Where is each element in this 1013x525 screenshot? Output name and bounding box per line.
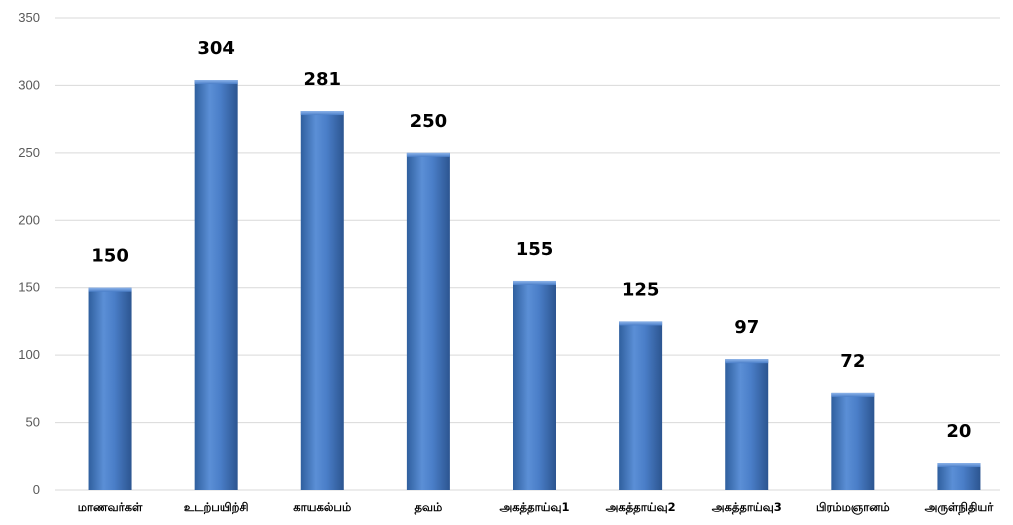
category-label: தவம் [415,500,443,515]
data-label: 150 [91,246,129,267]
y-tick-label: 150 [18,280,40,295]
category-label: அகத்தாய்வு1 [500,500,570,515]
bar-top-highlight [619,321,663,326]
bar [300,111,344,491]
bar-top-highlight [300,111,344,116]
bar [937,463,981,490]
category-label: மாணவர்கள் [78,500,143,514]
y-tick-label: 350 [18,10,40,25]
bar [831,392,875,490]
category-label: அகத்தாய்வு3 [712,500,782,515]
bar [194,80,238,490]
bars [88,80,981,491]
y-tick-label: 250 [18,145,40,160]
category-label: பிரம்மஞானம் [816,500,890,515]
category-label: அருள்நிதியர் [925,500,995,515]
bar-top-highlight [513,280,556,285]
category-label: காயகல்பம் [293,500,352,514]
y-tick-label: 200 [18,212,40,227]
category-label: உடற்பயிற்சி [184,500,249,514]
data-label: 72 [840,351,865,372]
bar-top-highlight [88,287,132,292]
data-label: 304 [197,38,235,59]
data-label: 250 [410,111,448,132]
data-label: 97 [734,317,759,338]
bar [619,321,663,490]
bar [406,152,450,490]
data-label: 125 [622,279,660,300]
bar-top-highlight [406,152,450,157]
bar [725,359,769,490]
data-label: 20 [946,421,971,442]
category-label: அகத்தாய்வு2 [606,500,676,515]
category-labels: மாணவர்கள் உடற்பயிற்சி காயகல்பம் தவம் அகத்தாய… [78,500,995,515]
bar-top-highlight [725,359,769,364]
y-tick-label: 300 [18,77,40,92]
bar-top-highlight [194,80,238,85]
bar-top-highlight [937,463,981,468]
data-labels: 150 304 281 250 155 125 97 72 20 [91,38,971,442]
y-tick-label: 50 [26,415,40,430]
bar-top-highlight [831,392,875,397]
bar [513,280,556,490]
y-axis-ticks: 0 50 100 150 200 250 300 350 [18,10,40,497]
bar [88,287,132,490]
y-tick-label: 0 [33,482,40,497]
data-label: 155 [516,239,554,260]
y-tick-label: 100 [18,347,40,362]
data-label: 281 [303,69,341,90]
